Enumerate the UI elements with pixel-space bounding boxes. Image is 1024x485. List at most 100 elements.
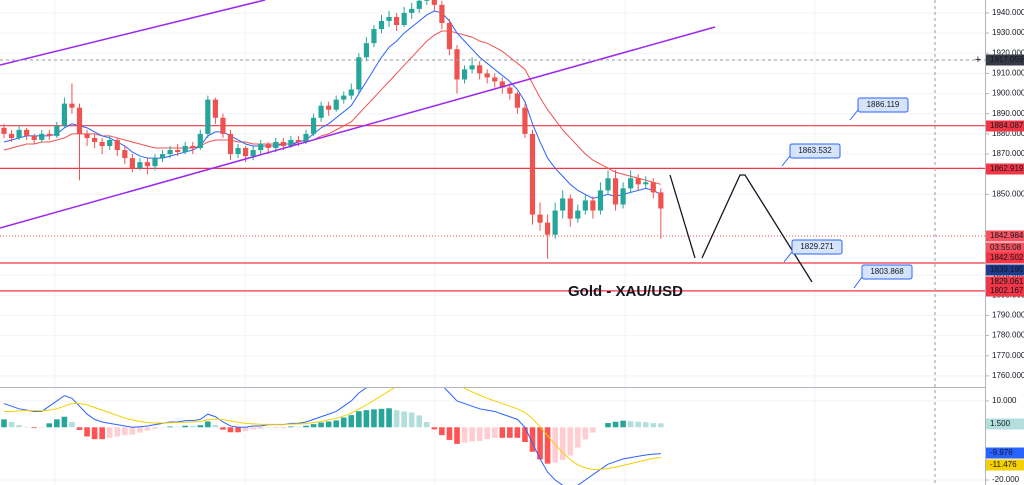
price-tag-label: 1842.502 xyxy=(990,253,1024,262)
histogram-bar xyxy=(446,427,453,440)
histogram-bar xyxy=(235,427,241,433)
candle xyxy=(363,37,369,62)
histogram-bar xyxy=(612,421,619,428)
candle-body xyxy=(537,214,543,223)
y-tick-label: 1920.000 xyxy=(992,48,1024,57)
candle xyxy=(545,214,551,259)
macd-line xyxy=(3,388,661,485)
histogram-bar xyxy=(91,427,98,440)
candle xyxy=(31,133,37,144)
candle-body xyxy=(46,133,52,136)
candle-body xyxy=(129,158,135,169)
y-tick-label: 1940.000 xyxy=(992,8,1024,17)
histogram-bar xyxy=(378,408,385,428)
candle xyxy=(76,103,83,181)
candle xyxy=(235,143,241,159)
candle xyxy=(175,143,181,157)
candle-body xyxy=(243,148,249,157)
histogram-bar xyxy=(431,427,438,430)
moving-average xyxy=(3,10,662,199)
y-tick-label: 1930.000 xyxy=(992,28,1024,37)
candle-body xyxy=(394,16,400,26)
price-panel xyxy=(0,0,985,292)
indicator-tag-label: 1.500 xyxy=(990,419,1011,428)
candle-body xyxy=(560,198,566,211)
histogram-bar xyxy=(61,416,68,428)
candle xyxy=(318,101,324,122)
candle-body xyxy=(416,0,422,9)
price-axis: 1940.000 1930.000 1920.000 1910.000 1900.000… xyxy=(985,8,1024,484)
candle xyxy=(69,83,75,114)
candle-body xyxy=(99,141,105,147)
candle-body xyxy=(628,178,634,189)
candle-body xyxy=(8,133,15,138)
candle-body xyxy=(258,143,264,151)
candle xyxy=(537,202,543,231)
y-tick-label: 1910.000 xyxy=(992,69,1024,78)
candle-body xyxy=(39,133,45,140)
callout-leader xyxy=(853,276,863,289)
histogram-bar xyxy=(605,423,611,428)
histogram-bar xyxy=(106,427,113,438)
y-tick-label: -20.000 xyxy=(992,475,1020,484)
candle xyxy=(356,53,362,94)
histogram-bar xyxy=(76,427,83,430)
candle xyxy=(401,6,407,28)
candle xyxy=(227,129,234,161)
candle-body xyxy=(76,107,83,134)
histogram-bar xyxy=(476,427,483,441)
histogram-bar xyxy=(129,427,136,435)
candle xyxy=(24,127,30,140)
candle-body xyxy=(235,148,241,155)
candle xyxy=(658,188,664,239)
histogram-bar xyxy=(590,427,596,433)
candle-body xyxy=(590,200,596,211)
histogram-bar xyxy=(627,421,634,428)
histogram-bar xyxy=(295,426,302,428)
callout-box xyxy=(789,143,841,159)
candle xyxy=(590,196,596,219)
histogram-bar xyxy=(212,424,219,428)
histogram-bar xyxy=(658,423,664,428)
histogram-bar xyxy=(348,415,355,428)
y-tick-label: 1900.000 xyxy=(992,89,1024,98)
price-tag xyxy=(986,54,1024,66)
candle xyxy=(620,182,626,209)
candle xyxy=(394,12,400,32)
y-tick-label: 1870.000 xyxy=(992,149,1024,158)
price-tag-label: 1839.195 xyxy=(990,265,1024,274)
histogram-bar xyxy=(371,409,377,428)
histogram-bar xyxy=(333,420,339,428)
callout-label: 1886.119 xyxy=(867,100,900,109)
histogram-bar xyxy=(642,422,649,428)
candle xyxy=(371,25,377,48)
candle-body xyxy=(575,210,581,219)
chart-title: Gold - XAU/USD xyxy=(568,283,683,300)
candle xyxy=(129,154,135,173)
candle-body xyxy=(446,22,453,50)
callout-label: 1803.868 xyxy=(870,267,904,276)
indicator-tag-label: -11.476 xyxy=(990,460,1017,469)
callout-box xyxy=(861,264,913,280)
candle xyxy=(39,129,45,142)
histogram-bar xyxy=(197,425,204,428)
candle-body xyxy=(288,139,294,147)
candle-body xyxy=(635,178,641,185)
histogram-bar xyxy=(137,427,143,433)
candle xyxy=(605,170,611,195)
candle xyxy=(212,97,218,124)
histogram-bar xyxy=(514,427,521,438)
candle xyxy=(46,129,52,140)
histogram-bar xyxy=(620,420,626,428)
histogram-bar xyxy=(484,427,490,440)
histogram-bar xyxy=(416,415,423,428)
candle xyxy=(107,135,113,151)
candle-body xyxy=(545,222,551,235)
price-tag-label: 1829.061 xyxy=(990,277,1024,286)
histogram-bar xyxy=(393,410,400,428)
candle xyxy=(16,125,22,140)
candle-body xyxy=(227,133,234,155)
histogram-bar xyxy=(38,427,45,428)
candle xyxy=(514,91,520,114)
candle xyxy=(54,121,60,138)
